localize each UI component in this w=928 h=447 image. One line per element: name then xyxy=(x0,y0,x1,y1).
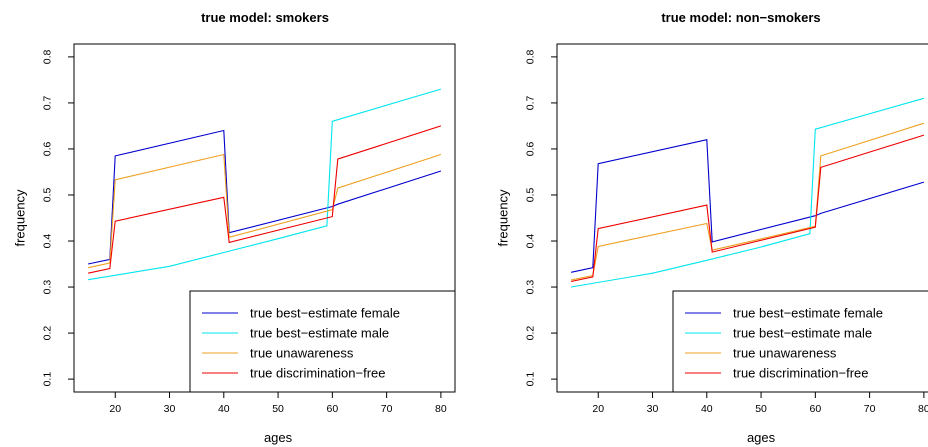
y-tick-label: 0.8 xyxy=(525,49,537,64)
x-tick-label: 20 xyxy=(109,403,121,415)
legend-entry: true unawareness xyxy=(250,346,354,361)
chart-panel-2: true model: non−smokers 20 30 40 50 60 70 80 age… xyxy=(496,10,928,445)
y-tick-label: 0.4 xyxy=(525,234,537,249)
series-line-3 xyxy=(570,122,925,281)
series-group xyxy=(570,97,925,288)
y-tick-label: 0.6 xyxy=(525,142,537,157)
legend-entry: true unawareness xyxy=(733,346,837,361)
x-tick-label: 70 xyxy=(864,403,876,415)
x-tick-label: 60 xyxy=(326,403,338,415)
legend-entry: true best−estimate male xyxy=(250,326,389,341)
x-tick-label: 30 xyxy=(164,403,176,415)
legend: true best−estimate female true best−estim… xyxy=(189,290,456,393)
y-tick-label: 0.5 xyxy=(42,188,54,203)
legend-entry: true best−estimate female xyxy=(733,306,883,321)
series-group xyxy=(87,88,442,281)
legend-box xyxy=(189,290,456,393)
y-tick-label: 0.1 xyxy=(525,372,537,387)
x-tick-label: 40 xyxy=(218,403,230,415)
series-line-1 xyxy=(570,139,925,273)
chart-panel-1: true model: smokers 20 30 40 50 60 70 80 ages 0.1… xyxy=(13,10,456,445)
x-tick-label: 50 xyxy=(272,403,284,415)
legend-entry: true discrimination−free xyxy=(733,366,868,381)
y-tick-label: 0.1 xyxy=(42,372,54,387)
x-tick-label: 70 xyxy=(381,403,393,415)
y-axis-label: frequency xyxy=(496,189,511,247)
x-axis-label: ages xyxy=(264,430,293,445)
y-tick-label: 0.2 xyxy=(525,326,537,341)
y-tick-label: 0.3 xyxy=(525,280,537,295)
series-line-1 xyxy=(87,129,442,265)
y-axis: 0.1 0.2 0.3 0.4 0.5 0.6 0.7 0.8 xyxy=(525,49,558,387)
chart-title: true model: smokers xyxy=(201,10,329,25)
x-tick-label: 80 xyxy=(918,403,928,415)
x-axis: 20 30 40 50 60 70 80 xyxy=(109,391,447,415)
x-axis: 20 30 40 50 60 70 80 xyxy=(592,391,928,415)
chart-title: true model: non−smokers xyxy=(661,10,820,25)
legend-box xyxy=(672,290,928,393)
series-line-2 xyxy=(571,97,925,288)
x-tick-label: 80 xyxy=(435,403,447,415)
legend-entry: true best−estimate male xyxy=(733,326,872,341)
legend: true best−estimate female true best−estim… xyxy=(672,290,928,393)
series-line-4 xyxy=(87,125,442,274)
y-tick-label: 0.6 xyxy=(42,142,54,157)
x-axis-label: ages xyxy=(747,430,776,445)
legend-entry: true best−estimate female xyxy=(250,306,400,321)
y-tick-label: 0.7 xyxy=(525,95,537,110)
x-tick-label: 30 xyxy=(647,403,659,415)
y-tick-label: 0.5 xyxy=(525,188,537,203)
series-line-4 xyxy=(570,134,925,283)
y-tick-label: 0.4 xyxy=(42,234,54,249)
x-tick-label: 50 xyxy=(755,403,767,415)
series-line-3 xyxy=(87,153,442,269)
y-tick-label: 0.7 xyxy=(42,95,54,110)
y-tick-label: 0.2 xyxy=(42,326,54,341)
series-line-2 xyxy=(88,88,442,281)
y-axis-label: frequency xyxy=(13,189,28,247)
x-tick-label: 40 xyxy=(701,403,713,415)
y-tick-label: 0.3 xyxy=(42,280,54,295)
y-axis: 0.1 0.2 0.3 0.4 0.5 0.6 0.7 0.8 xyxy=(42,49,75,387)
legend-entry: true discrimination−free xyxy=(250,366,385,381)
x-tick-label: 20 xyxy=(592,403,604,415)
y-tick-label: 0.8 xyxy=(42,49,54,64)
x-tick-label: 60 xyxy=(809,403,821,415)
